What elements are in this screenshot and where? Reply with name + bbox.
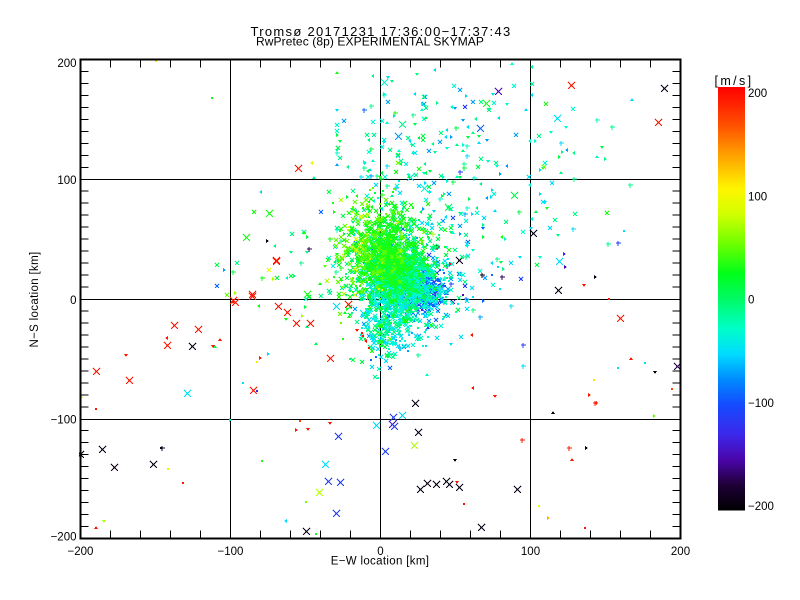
svg-text:−100: −100 [748,398,774,410]
svg-text:100: 100 [521,546,540,558]
svg-text:E−W location [km]: E−W location [km] [331,556,430,568]
svg-text:−200: −200 [51,531,77,543]
svg-text:−100: −100 [218,546,244,558]
svg-text:100: 100 [748,191,767,203]
svg-text:N−S location [km]: N−S location [km] [29,251,41,347]
svg-text:−100: −100 [51,414,77,426]
svg-text:0: 0 [748,295,754,307]
svg-text:0: 0 [70,295,76,307]
svg-text:−200: −200 [68,546,94,558]
svg-text:RwPretec (8p) EXPERIMENTAL SKY: RwPretec (8p) EXPERIMENTAL SKYMAP [256,35,484,49]
svg-text:0: 0 [377,546,383,558]
svg-text:Tromsø 20171231 17:36:00−17:37: Tromsø 20171231 17:36:00−17:37:43 [250,24,511,39]
svg-text:200: 200 [671,546,690,558]
svg-text:200: 200 [748,88,767,100]
svg-text:[m/s]: [m/s] [714,74,753,88]
svg-text:100: 100 [57,175,76,187]
svg-text:−200: −200 [748,501,774,513]
svg-text:200: 200 [57,58,76,70]
